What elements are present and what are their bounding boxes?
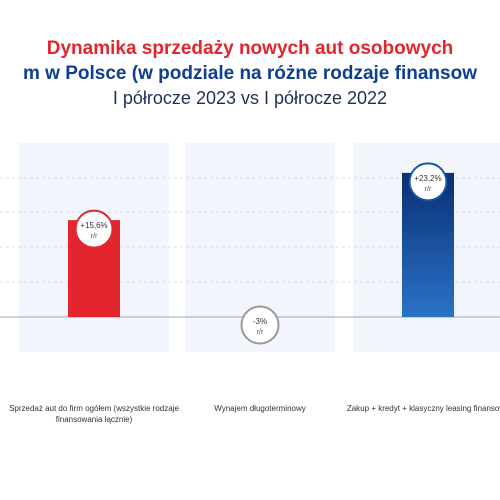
- data-label-badge: [74, 209, 114, 249]
- chart-title-line-2: m w Polsce (w podziale na różne rodzaje …: [23, 63, 477, 84]
- data-label-unit: r/r: [256, 327, 264, 336]
- data-label-unit: r/r: [424, 184, 432, 193]
- data-label-unit: r/r: [90, 231, 98, 240]
- data-label-badge: [408, 162, 448, 202]
- data-label: -3%: [253, 317, 267, 326]
- chart-subtitle: I półrocze 2023 vs I półrocze 2022: [112, 88, 388, 108]
- data-label-badge: [240, 305, 280, 345]
- data-label: +15,6%: [80, 221, 107, 230]
- x-tick-label-2: Zakup + kredyt + klasyczny leasing finan…: [346, 404, 500, 413]
- x-tick-label-1: Wynajem długoterminowy: [214, 404, 306, 413]
- data-label: +23,2%: [414, 174, 441, 183]
- chart-title-line-1: Dynamika sprzedaży nowych aut osobowych: [46, 38, 454, 59]
- x-tick-label-0: Sprzedaż aut do firm ogółem (wszystkie r…: [9, 404, 179, 424]
